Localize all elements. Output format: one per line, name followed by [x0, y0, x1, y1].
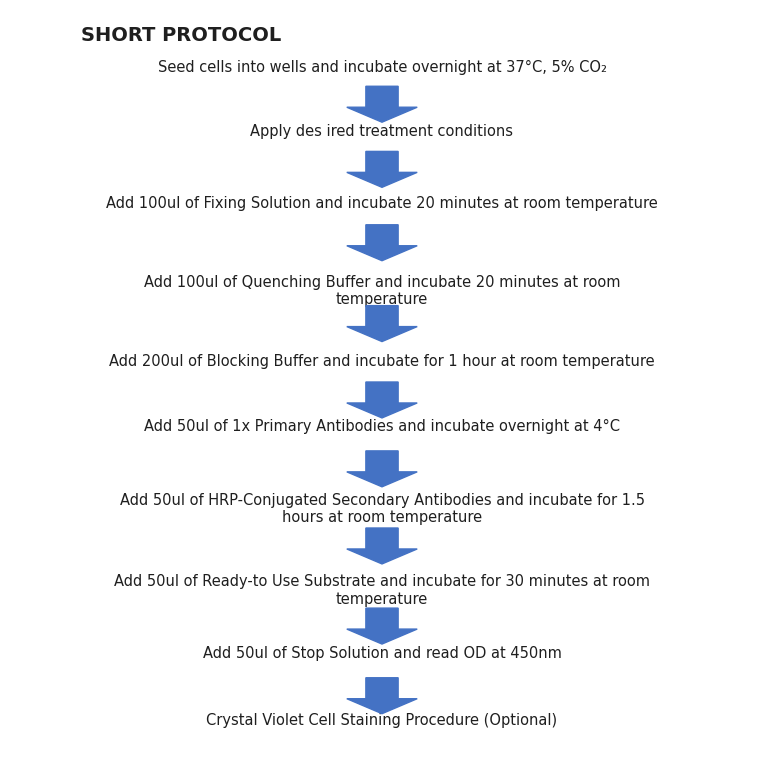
Polygon shape	[347, 86, 417, 122]
Polygon shape	[347, 528, 417, 564]
Polygon shape	[347, 608, 417, 644]
Text: Add 50ul of HRP-Conjugated Secondary Antibodies and incubate for 1.5
hours at ro: Add 50ul of HRP-Conjugated Secondary Ant…	[119, 493, 645, 525]
Text: Seed cells into wells and incubate overnight at 37°C, 5% CO₂: Seed cells into wells and incubate overn…	[157, 60, 607, 75]
Text: SHORT PROTOCOL: SHORT PROTOCOL	[81, 26, 282, 45]
Text: Add 50ul of Stop Solution and read OD at 450nm: Add 50ul of Stop Solution and read OD at…	[202, 646, 562, 661]
Polygon shape	[347, 225, 417, 261]
Polygon shape	[347, 151, 417, 187]
Polygon shape	[347, 451, 417, 487]
Text: Add 100ul of Quenching Buffer and incubate 20 minutes at room
temperature: Add 100ul of Quenching Buffer and incuba…	[144, 275, 620, 307]
Text: Apply des ired treatment conditions: Apply des ired treatment conditions	[251, 124, 513, 139]
Polygon shape	[347, 382, 417, 418]
Text: Add 50ul of Ready-to Use Substrate and incubate for 30 minutes at room
temperatu: Add 50ul of Ready-to Use Substrate and i…	[114, 575, 650, 607]
Polygon shape	[347, 678, 417, 714]
Polygon shape	[347, 306, 417, 342]
Text: Add 100ul of Fixing Solution and incubate 20 minutes at room temperature: Add 100ul of Fixing Solution and incubat…	[106, 196, 658, 212]
Text: Add 200ul of Blocking Buffer and incubate for 1 hour at room temperature: Add 200ul of Blocking Buffer and incubat…	[109, 354, 655, 368]
Text: Crystal Violet Cell Staining Procedure (Optional): Crystal Violet Cell Staining Procedure (…	[206, 713, 558, 728]
Text: Add 50ul of 1x Primary Antibodies and incubate overnight at 4°C: Add 50ul of 1x Primary Antibodies and in…	[144, 419, 620, 435]
